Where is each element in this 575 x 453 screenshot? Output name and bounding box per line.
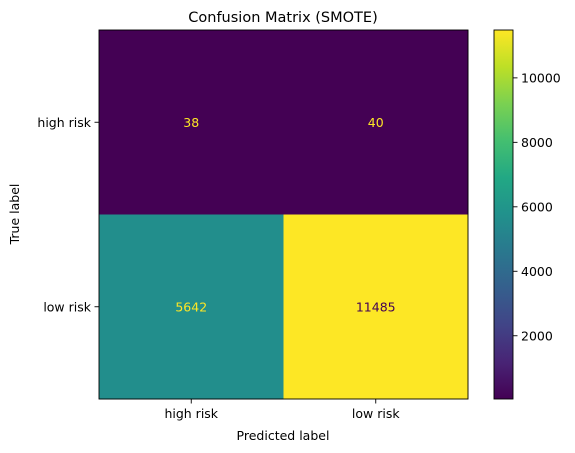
colorbar-tick-label: 4000 bbox=[521, 264, 553, 279]
colorbar-frame bbox=[493, 29, 514, 400]
cell-value-label: 5642 bbox=[175, 299, 207, 314]
heatmap-cell bbox=[99, 214, 284, 400]
plot-frame bbox=[98, 29, 469, 400]
x-axis: high risk low risk bbox=[164, 399, 400, 421]
heatmap-cell bbox=[99, 30, 284, 215]
y-axis: high risk low risk bbox=[37, 115, 99, 314]
colorbar-tick-label: 2000 bbox=[521, 328, 553, 343]
heatmap-cells bbox=[99, 30, 469, 400]
colorbar-tick-label: 6000 bbox=[521, 199, 553, 214]
colorbar-ticks: 2000 4000 6000 8000 10000 bbox=[513, 70, 561, 343]
colorbar-tick-label: 8000 bbox=[521, 135, 553, 150]
x-tick-label: high risk bbox=[164, 406, 218, 421]
y-tick-label: low risk bbox=[43, 299, 91, 314]
colorbar-tick-label: 10000 bbox=[521, 70, 561, 85]
heatmap-cell-labels: 38 40 5642 11485 bbox=[175, 115, 395, 315]
cell-value-label: 38 bbox=[183, 115, 199, 130]
x-tick-label: low risk bbox=[352, 406, 400, 421]
colorbar: 2000 4000 6000 8000 10000 bbox=[493, 29, 561, 400]
heatmap-cell bbox=[283, 30, 469, 215]
cell-value-label: 11485 bbox=[356, 299, 396, 314]
x-axis-title: Predicted label bbox=[237, 428, 330, 443]
colorbar-gradient bbox=[494, 30, 513, 399]
chart-title: Confusion Matrix (SMOTE) bbox=[188, 10, 377, 26]
cell-value-label: 40 bbox=[368, 115, 384, 130]
y-tick-label: high risk bbox=[37, 115, 91, 130]
y-axis-title: True label bbox=[7, 184, 22, 246]
heatmap-cell bbox=[283, 214, 469, 400]
